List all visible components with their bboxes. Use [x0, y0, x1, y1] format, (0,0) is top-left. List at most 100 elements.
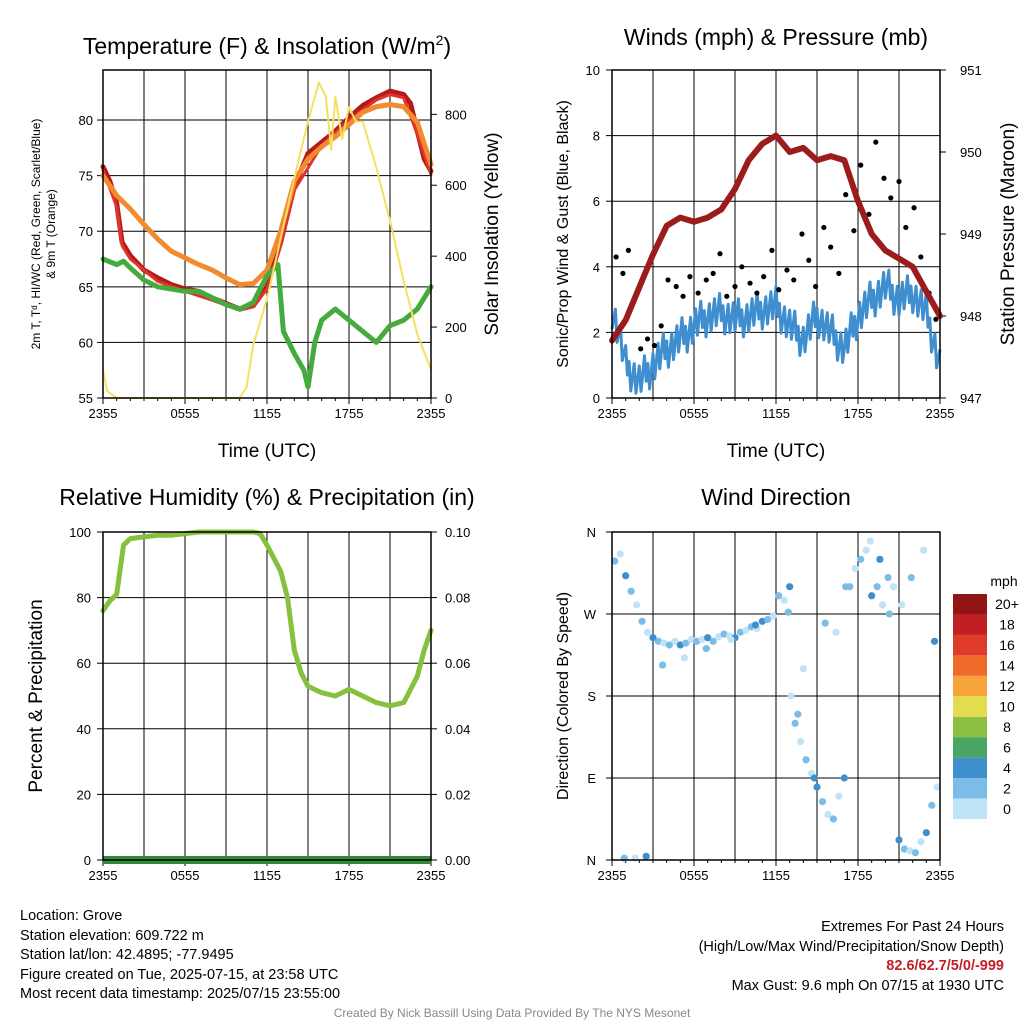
legend-swatch: [953, 675, 987, 697]
gust-point: [806, 257, 812, 263]
direction-point: [654, 637, 663, 645]
y-tick-label: 60: [77, 656, 91, 671]
x-axis-label: Time (UTC): [218, 441, 317, 462]
extremes-title: Extremes For Past 24 Hours: [821, 919, 1004, 935]
gust-point: [903, 224, 909, 231]
x-tick-label: 0555: [680, 868, 709, 883]
gust-point: [644, 336, 651, 342]
direction-point: [764, 615, 772, 624]
recent-data-text: Most recent data timestamp: 2025/07/15 2…: [20, 986, 341, 1002]
latlon-text: Station lat/lon: 42.4895; -77.9495: [20, 947, 234, 963]
y-tick-label: 60: [79, 335, 93, 350]
x-tick-label: 1755: [335, 406, 364, 421]
chart-title: Relative Humidity (%) & Precipitation (i…: [59, 484, 474, 510]
y-tick-label: 75: [79, 169, 93, 184]
direction-point: [911, 849, 920, 857]
direction-point: [643, 628, 652, 636]
direction-point: [928, 801, 936, 809]
direction-point: [638, 617, 646, 625]
gust-point: [625, 247, 632, 253]
direction-point: [818, 798, 827, 806]
direction-point: [810, 774, 818, 782]
y2-tick-label: 200: [445, 320, 467, 335]
direction-point: [622, 572, 630, 580]
direction-point: [758, 617, 766, 625]
series-line-yellow: [102, 81, 432, 399]
extremes-block: Extremes For Past 24 Hours (High/Low/Max…: [699, 918, 1004, 996]
series-line-green: [100, 256, 434, 390]
wind-speed-line: [610, 268, 942, 395]
plot-frame: [102, 69, 432, 399]
direction-point: [873, 583, 881, 591]
y-tick-label: 80: [77, 591, 91, 606]
y-axis-label: & 9m T (Orange): [44, 189, 58, 279]
legend-label: 2: [1003, 780, 1011, 796]
gust-point: [638, 346, 644, 352]
credit-text: Created By Nick Bassill Using Data Provi…: [333, 1006, 691, 1020]
gust-point: [658, 323, 664, 329]
direction-point: [898, 601, 906, 609]
y2-tick-label: 400: [445, 249, 467, 264]
legend-label: 18: [999, 617, 1015, 633]
y-tick-label: 65: [79, 280, 93, 295]
direction-point: [660, 639, 668, 647]
station-info: Location: Grove Station elevation: 609.7…: [20, 907, 340, 1005]
elevation-text: Station elevation: 609.722 m: [20, 927, 204, 944]
direction-point: [751, 621, 760, 629]
direction-point: [900, 845, 909, 853]
gust-point: [665, 277, 671, 283]
y-tick-label: 40: [77, 722, 91, 737]
y2-tick-label: 947: [960, 391, 982, 406]
gust-point: [769, 247, 775, 253]
x-tick-label: 2355: [89, 406, 118, 421]
direction-point: [687, 635, 695, 644]
y-tick-label: 100: [69, 525, 91, 540]
direction-point: [616, 550, 624, 558]
y2-tick-label: 949: [960, 227, 982, 242]
direction-point: [676, 641, 684, 649]
gust-point: [613, 254, 619, 260]
y-tick-label: W: [584, 607, 597, 622]
x-tick-label: 1755: [844, 406, 873, 421]
direction-point: [665, 641, 674, 649]
gust-point: [881, 175, 887, 181]
location-text: Location: Grove: [20, 908, 123, 924]
y2-tick-label: 0: [445, 391, 452, 406]
legend-swatch: [953, 696, 987, 717]
max-gust-text: Max Gust: 9.6 mph On 07/15 at 1930 UTC: [731, 977, 1004, 994]
y2-tick-label: 0.04: [445, 722, 470, 737]
gust-point: [710, 270, 716, 276]
chart-title: Wind Direction: [701, 484, 851, 510]
direction-point: [821, 619, 829, 627]
gust-point: [888, 195, 894, 201]
y-tick-label: S: [587, 689, 596, 704]
x-tick-label: 1155: [253, 868, 281, 883]
direction-point: [715, 633, 723, 641]
direction-point: [794, 710, 802, 718]
extremes-legend: (High/Low/Max Wind/Precipitation/Snow De…: [698, 938, 1004, 955]
x-tick-label: 2355: [598, 406, 627, 421]
direction-point: [682, 639, 690, 647]
gust-point: [761, 274, 767, 280]
gust-point: [821, 224, 827, 231]
direction-point: [769, 612, 777, 620]
direction-point: [611, 557, 619, 565]
direction-point: [884, 573, 892, 582]
y-tick-label: 70: [79, 224, 93, 239]
y2-tick-label: 0.06: [445, 656, 470, 671]
direction-point: [824, 810, 832, 819]
legend-swatch: [953, 614, 987, 635]
x-tick-label: 0555: [680, 406, 709, 421]
y2-tick-label: 950: [960, 145, 982, 160]
y-tick-label: 6: [593, 194, 600, 209]
gust-point: [754, 290, 760, 296]
direction-point: [930, 637, 939, 645]
y-axis-label: Direction (Colored By Speed): [555, 592, 572, 800]
direction-point: [797, 737, 805, 746]
plot-frame: [611, 531, 941, 861]
plot-frame: [102, 531, 432, 861]
y2-tick-label: 800: [445, 107, 467, 122]
gust-point: [918, 254, 924, 260]
direction-point: [879, 601, 887, 609]
direction-point: [784, 608, 792, 616]
